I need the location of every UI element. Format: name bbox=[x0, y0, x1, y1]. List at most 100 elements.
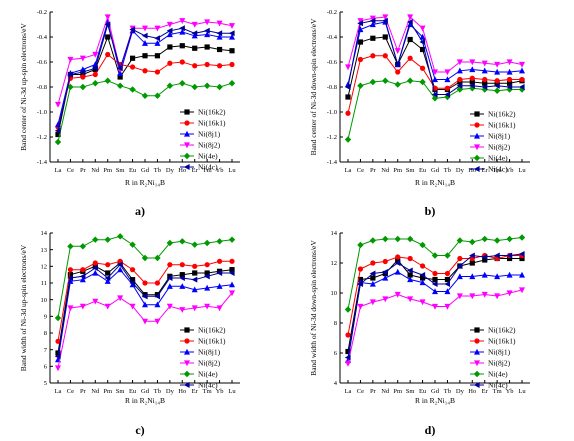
x-tick-label: Er bbox=[192, 388, 199, 395]
data-point bbox=[407, 276, 414, 283]
data-point bbox=[493, 252, 500, 259]
legend-marker bbox=[473, 370, 481, 378]
data-point bbox=[469, 66, 476, 73]
x-tick-label: Ho bbox=[178, 167, 186, 174]
legend-marker bbox=[474, 132, 480, 139]
data-point bbox=[117, 70, 124, 76]
legend-entry: Ni(4e) bbox=[488, 370, 508, 379]
data-point bbox=[382, 17, 388, 24]
data-point bbox=[166, 82, 174, 89]
data-point bbox=[55, 131, 61, 138]
data-point bbox=[519, 67, 525, 74]
legend-marker bbox=[183, 152, 191, 160]
chart-panel-d: 4 6 8 10 12 14 La Ce Pr Nd Pm Sm Eu Gd Tb Dy Ho Er Tm Yb Lu R… bbox=[309, 230, 530, 437]
x-tick-label: Ho bbox=[468, 167, 476, 174]
data-point bbox=[394, 260, 401, 266]
y-tick-label: 6 bbox=[334, 350, 338, 357]
data-point bbox=[394, 268, 401, 275]
legend-marker bbox=[184, 130, 190, 137]
data-point bbox=[192, 263, 198, 269]
x-tick-label: Er bbox=[482, 167, 489, 174]
data-point bbox=[506, 235, 513, 243]
x-tick-label: Yb bbox=[506, 388, 514, 395]
data-point bbox=[216, 20, 223, 27]
data-point bbox=[469, 79, 475, 85]
data-point bbox=[456, 82, 463, 89]
data-point bbox=[191, 21, 198, 28]
data-point bbox=[419, 39, 426, 45]
data-point bbox=[204, 262, 210, 268]
data-point bbox=[506, 68, 513, 75]
series-ni8j1 bbox=[55, 266, 235, 363]
x-tick-label: Ce bbox=[67, 167, 74, 174]
data-point bbox=[370, 260, 376, 266]
data-point bbox=[493, 82, 500, 89]
data-point bbox=[192, 63, 198, 69]
data-point bbox=[481, 84, 488, 90]
data-point bbox=[204, 303, 211, 310]
y-tick-label: -0.2 bbox=[327, 9, 337, 16]
data-point bbox=[129, 86, 136, 93]
data-point bbox=[92, 61, 99, 68]
data-point bbox=[54, 127, 61, 134]
x-tick-label: Ce bbox=[357, 167, 364, 174]
data-point bbox=[216, 283, 223, 289]
legend-marker bbox=[184, 360, 190, 367]
legend-marker bbox=[184, 338, 190, 344]
data-point bbox=[191, 30, 198, 37]
x-tick-label: Yb bbox=[216, 167, 224, 174]
data-point bbox=[369, 299, 376, 306]
data-point bbox=[154, 53, 161, 59]
legend-marker bbox=[474, 348, 480, 355]
y-tick-label: -1.2 bbox=[37, 134, 47, 141]
data-point bbox=[357, 241, 364, 249]
data-point bbox=[204, 44, 210, 50]
x-tick-label: Sm bbox=[406, 167, 415, 174]
data-point bbox=[55, 365, 61, 372]
y-tick-label: -1.2 bbox=[327, 134, 337, 141]
data-point bbox=[92, 51, 99, 58]
data-point bbox=[357, 303, 364, 310]
legend-entry: Ni(16k1) bbox=[488, 337, 516, 346]
data-point bbox=[179, 43, 185, 49]
data-point bbox=[419, 25, 426, 32]
x-tick-label: Tm bbox=[493, 167, 502, 174]
data-point bbox=[129, 55, 136, 61]
data-point bbox=[154, 92, 161, 99]
data-point bbox=[154, 292, 161, 298]
legend-marker bbox=[183, 370, 191, 378]
data-point bbox=[457, 255, 463, 262]
data-point bbox=[154, 254, 161, 262]
data-point bbox=[104, 236, 111, 243]
data-point bbox=[469, 59, 476, 66]
y-tick-label: -0.8 bbox=[37, 84, 47, 91]
y-axis-title: Band width of Ni-3d down-spin electrons/… bbox=[309, 240, 318, 376]
data-point bbox=[444, 288, 451, 295]
data-point bbox=[382, 14, 389, 21]
data-point bbox=[456, 273, 463, 280]
data-point bbox=[506, 290, 513, 297]
y-tick-label: 11 bbox=[41, 280, 47, 287]
data-point bbox=[216, 83, 223, 91]
x-tick-label: Yb bbox=[506, 167, 514, 174]
y-tick-label: 5 bbox=[44, 380, 47, 387]
data-point bbox=[104, 303, 111, 310]
data-point bbox=[431, 281, 438, 287]
x-tick-label: Pr bbox=[370, 167, 377, 174]
data-point bbox=[394, 61, 401, 68]
data-point bbox=[142, 68, 148, 74]
data-point bbox=[142, 25, 148, 32]
data-point bbox=[55, 338, 61, 344]
legend-entry: Ni(16k2) bbox=[488, 326, 516, 335]
legend-entry: Ni(16k2) bbox=[488, 110, 516, 119]
data-point bbox=[493, 87, 501, 94]
data-point bbox=[191, 83, 198, 91]
x-tick-label: Tb bbox=[154, 388, 161, 395]
data-point bbox=[179, 275, 185, 281]
x-tick-label: Dy bbox=[166, 388, 175, 395]
data-point bbox=[357, 39, 364, 45]
data-point bbox=[382, 53, 388, 59]
data-point bbox=[345, 332, 351, 338]
x-tick-label: Gd bbox=[431, 388, 440, 395]
data-point bbox=[116, 82, 124, 89]
